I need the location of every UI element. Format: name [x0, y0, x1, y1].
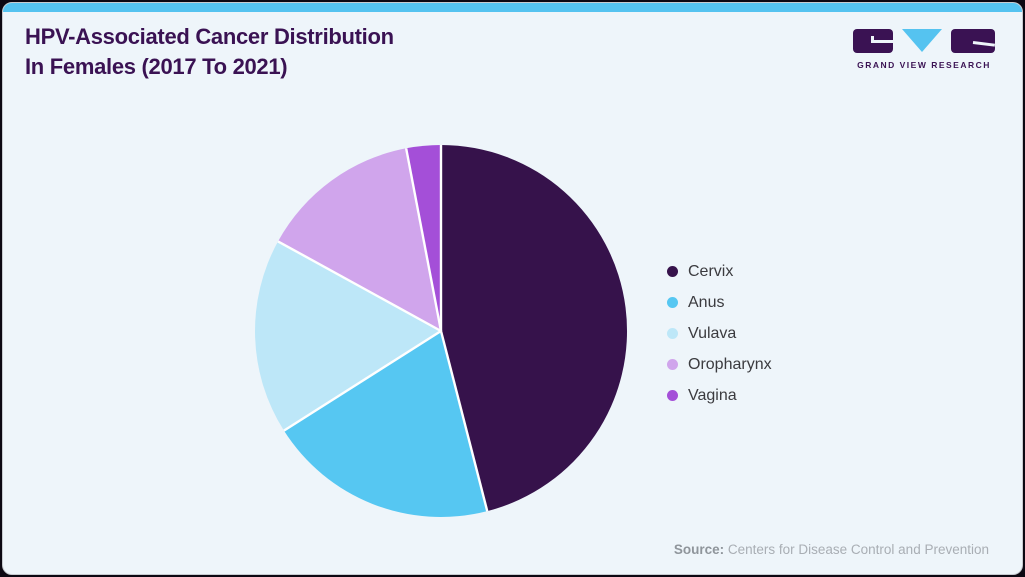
logo-g-block-icon	[853, 29, 893, 53]
legend-item-anus: Anus	[667, 287, 772, 318]
pie-slice-anus	[283, 331, 488, 518]
pie-chart	[255, 145, 628, 518]
source-line: Source: Centers for Disease Control and …	[674, 542, 989, 557]
legend: Cervix Anus Vulava Oropharynx Vagina	[667, 256, 772, 411]
legend-swatch-icon	[667, 328, 678, 339]
legend-item-vulava: Vulava	[667, 318, 772, 349]
legend-label: Oropharynx	[688, 355, 772, 373]
page-title: HPV-Associated Cancer Distribution In Fe…	[25, 22, 394, 82]
source-value: Centers for Disease Control and Preventi…	[727, 542, 989, 557]
slice-separator	[277, 240, 442, 333]
legend-swatch-icon	[667, 297, 678, 308]
legend-item-cervix: Cervix	[667, 256, 772, 287]
slice-separator	[404, 148, 443, 332]
grand-view-research-logo: GRAND VIEW RESEARCH	[853, 29, 995, 70]
pie-slice-cervix	[441, 145, 628, 512]
page-title-line1: HPV-Associated Cancer Distribution	[25, 24, 394, 49]
source-label: Source:	[673, 542, 725, 557]
pie-chart-area	[253, 143, 629, 519]
logo-wordmark: GRAND VIEW RESEARCH	[857, 60, 991, 70]
slice-separator	[439, 330, 489, 512]
pie-slice-oropharynx	[278, 148, 441, 331]
legend-swatch-icon	[667, 359, 678, 370]
legend-label: Vagina	[688, 386, 737, 404]
page-title-line2: In Females (2017 To 2021)	[25, 54, 288, 79]
top-accent-bar	[3, 3, 1022, 12]
legend-swatch-icon	[667, 390, 678, 401]
slice-separator	[283, 329, 442, 432]
legend-label: Vulava	[688, 324, 737, 342]
legend-item-vagina: Vagina	[667, 380, 772, 411]
legend-swatch-icon	[667, 266, 678, 277]
pie-slice-vulava	[255, 241, 441, 431]
legend-label: Anus	[688, 293, 725, 311]
logo-r-block-icon	[951, 29, 995, 53]
legend-label: Cervix	[688, 262, 734, 280]
logo-gvr-icon	[853, 29, 995, 53]
logo-v-triangle-icon	[902, 29, 942, 52]
legend-item-oropharynx: Oropharynx	[667, 349, 772, 380]
